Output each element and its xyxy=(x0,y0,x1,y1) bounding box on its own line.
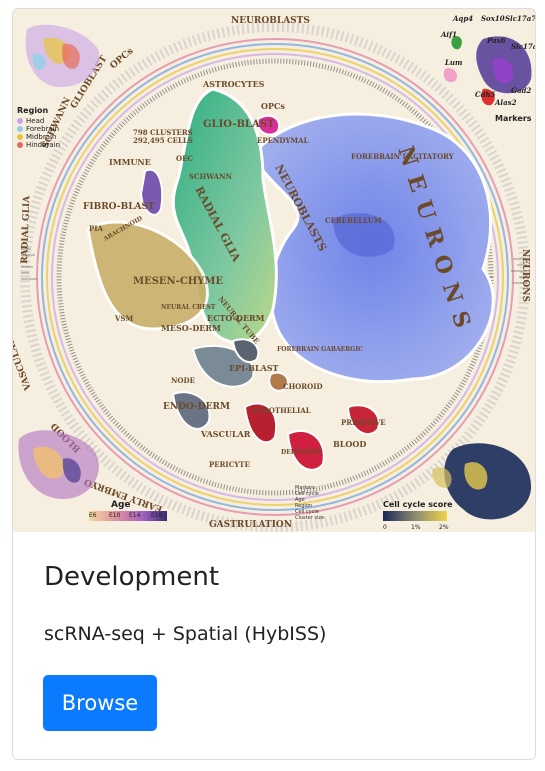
card-body: Development scRNA-seq + Spatial (HybISS)… xyxy=(13,532,535,760)
marker-slc17a6: Slc17a6 xyxy=(511,42,535,51)
marker-aif1: Aif1 xyxy=(440,30,457,39)
card-title: Development xyxy=(44,562,219,592)
outer-label-neuroblasts: NEUROBLASTS xyxy=(231,16,310,26)
region-legend-title: Region xyxy=(17,106,49,115)
cell-cycle-colorbar xyxy=(383,511,447,521)
card-subtitle: scRNA-seq + Spatial (HybISS) xyxy=(44,623,326,645)
marker-lum: Lum xyxy=(444,58,462,67)
region-item-head: Head xyxy=(26,117,44,125)
markers-title: Markers xyxy=(495,114,532,123)
marker-gad2: Gad2 xyxy=(511,86,531,95)
cell-cycle-inset: Cell cycle score 0 1% 2% xyxy=(383,443,531,531)
marker-pax6: Pax6 xyxy=(486,36,506,45)
label-epiblast: EPI-BLAST xyxy=(229,363,279,373)
region-swatch-forebrain xyxy=(17,126,23,132)
label-mesenchyme: MESEN-CHYME xyxy=(133,276,223,287)
age-legend-title: Age xyxy=(111,500,131,510)
label-cell-count: 292,495 CELLS xyxy=(133,136,193,145)
age-tick-e14: E14 xyxy=(129,512,141,519)
region-swatch-midbrain xyxy=(17,134,23,140)
label-astrocytes: ASTROCYTES xyxy=(202,79,265,89)
cc-tick-0: 0 xyxy=(383,524,387,531)
age-tick-e6: E6 xyxy=(89,512,97,519)
atlas-illustration: NEUROBLASTS OPCs GLIOBLAST SCHWANN RADIA… xyxy=(13,9,535,532)
outer-label-vascular: VASCULAR xyxy=(13,335,34,392)
label-endoderm: ENDO-DERM xyxy=(163,402,230,412)
browse-button[interactable]: Browse xyxy=(43,675,157,731)
label-glioblast: GLIO-BLAST xyxy=(203,119,275,130)
label-oec: OEC xyxy=(176,154,193,163)
outer-label-neurons: NEURONS xyxy=(520,249,530,302)
label-blood: BLOOD xyxy=(333,439,366,449)
region-swatch-hindbrain xyxy=(17,142,23,148)
outer-label-opcs: OPCs xyxy=(109,46,136,71)
label-vascular: VASCULAR xyxy=(200,429,251,439)
label-schwann: SCHWANN xyxy=(189,172,232,181)
age-tick-e10: E10 xyxy=(109,512,121,519)
label-forebrain-excitatory: FOREBRAIN EXCITATORY xyxy=(351,152,455,161)
outer-label-radial-glia: RADIAL GLIA xyxy=(20,195,32,264)
dataset-card: NEUROBLASTS OPCs GLIOBLAST SCHWANN RADIA… xyxy=(12,8,536,760)
dataset-figure: NEUROBLASTS OPCs GLIOBLAST SCHWANN RADIA… xyxy=(13,9,535,532)
label-endothelial: ENDOTHELIAL xyxy=(251,406,311,415)
label-neural-crest: NEURAL CREST xyxy=(161,304,216,311)
label-immune: IMMUNE xyxy=(109,157,151,167)
region-item-forebrain: Forebrain xyxy=(26,125,59,133)
ring-label-cluster-size: Cluster size xyxy=(295,515,324,521)
cell-cycle-legend-title: Cell cycle score xyxy=(383,500,453,509)
label-definitive: DEFINITIVE xyxy=(281,449,323,456)
region-item-midbrain: Midbrain xyxy=(26,133,56,141)
cc-tick-1: 1% xyxy=(411,524,421,531)
label-ependymal: EPENDYMAL xyxy=(257,136,309,145)
label-vsm: VSM xyxy=(114,314,133,323)
marker-alas2: Alas2 xyxy=(494,98,517,107)
label-mesoderm: MESO-DERM xyxy=(161,323,221,333)
label-primitive: PRIMITIVE xyxy=(341,418,386,427)
label-choroid: CHOROID xyxy=(283,382,323,391)
marker-sox10: Sox10 xyxy=(481,14,505,23)
label-ectoderm: ECTO-DERM xyxy=(207,313,265,323)
region-item-hindbrain: Hindbrain xyxy=(26,141,60,149)
outer-label-gastrulation: GASTRULATION xyxy=(209,520,292,530)
cc-tick-2: 2% xyxy=(439,524,449,531)
label-forebrain-gabaergic: FOREBRAIN GABAERGIC xyxy=(277,346,363,353)
label-pericyte: PERICYTE xyxy=(209,460,250,469)
marker-slc17a7: Slc17a7 xyxy=(505,14,535,23)
label-node: NODE xyxy=(171,376,195,385)
label-opcs: OPCs xyxy=(261,101,285,111)
label-fibroblast: FIBRO-BLAST xyxy=(83,202,155,212)
region-swatch-head xyxy=(17,118,23,124)
label-pia: PIA xyxy=(89,224,104,233)
label-cerebellum: CEREBELLUM xyxy=(325,216,382,225)
age-tick-e18: E18 xyxy=(151,512,163,519)
marker-aqp4: Aqp4 xyxy=(452,14,473,23)
marker-cdh5: Cdh5 xyxy=(475,90,496,99)
